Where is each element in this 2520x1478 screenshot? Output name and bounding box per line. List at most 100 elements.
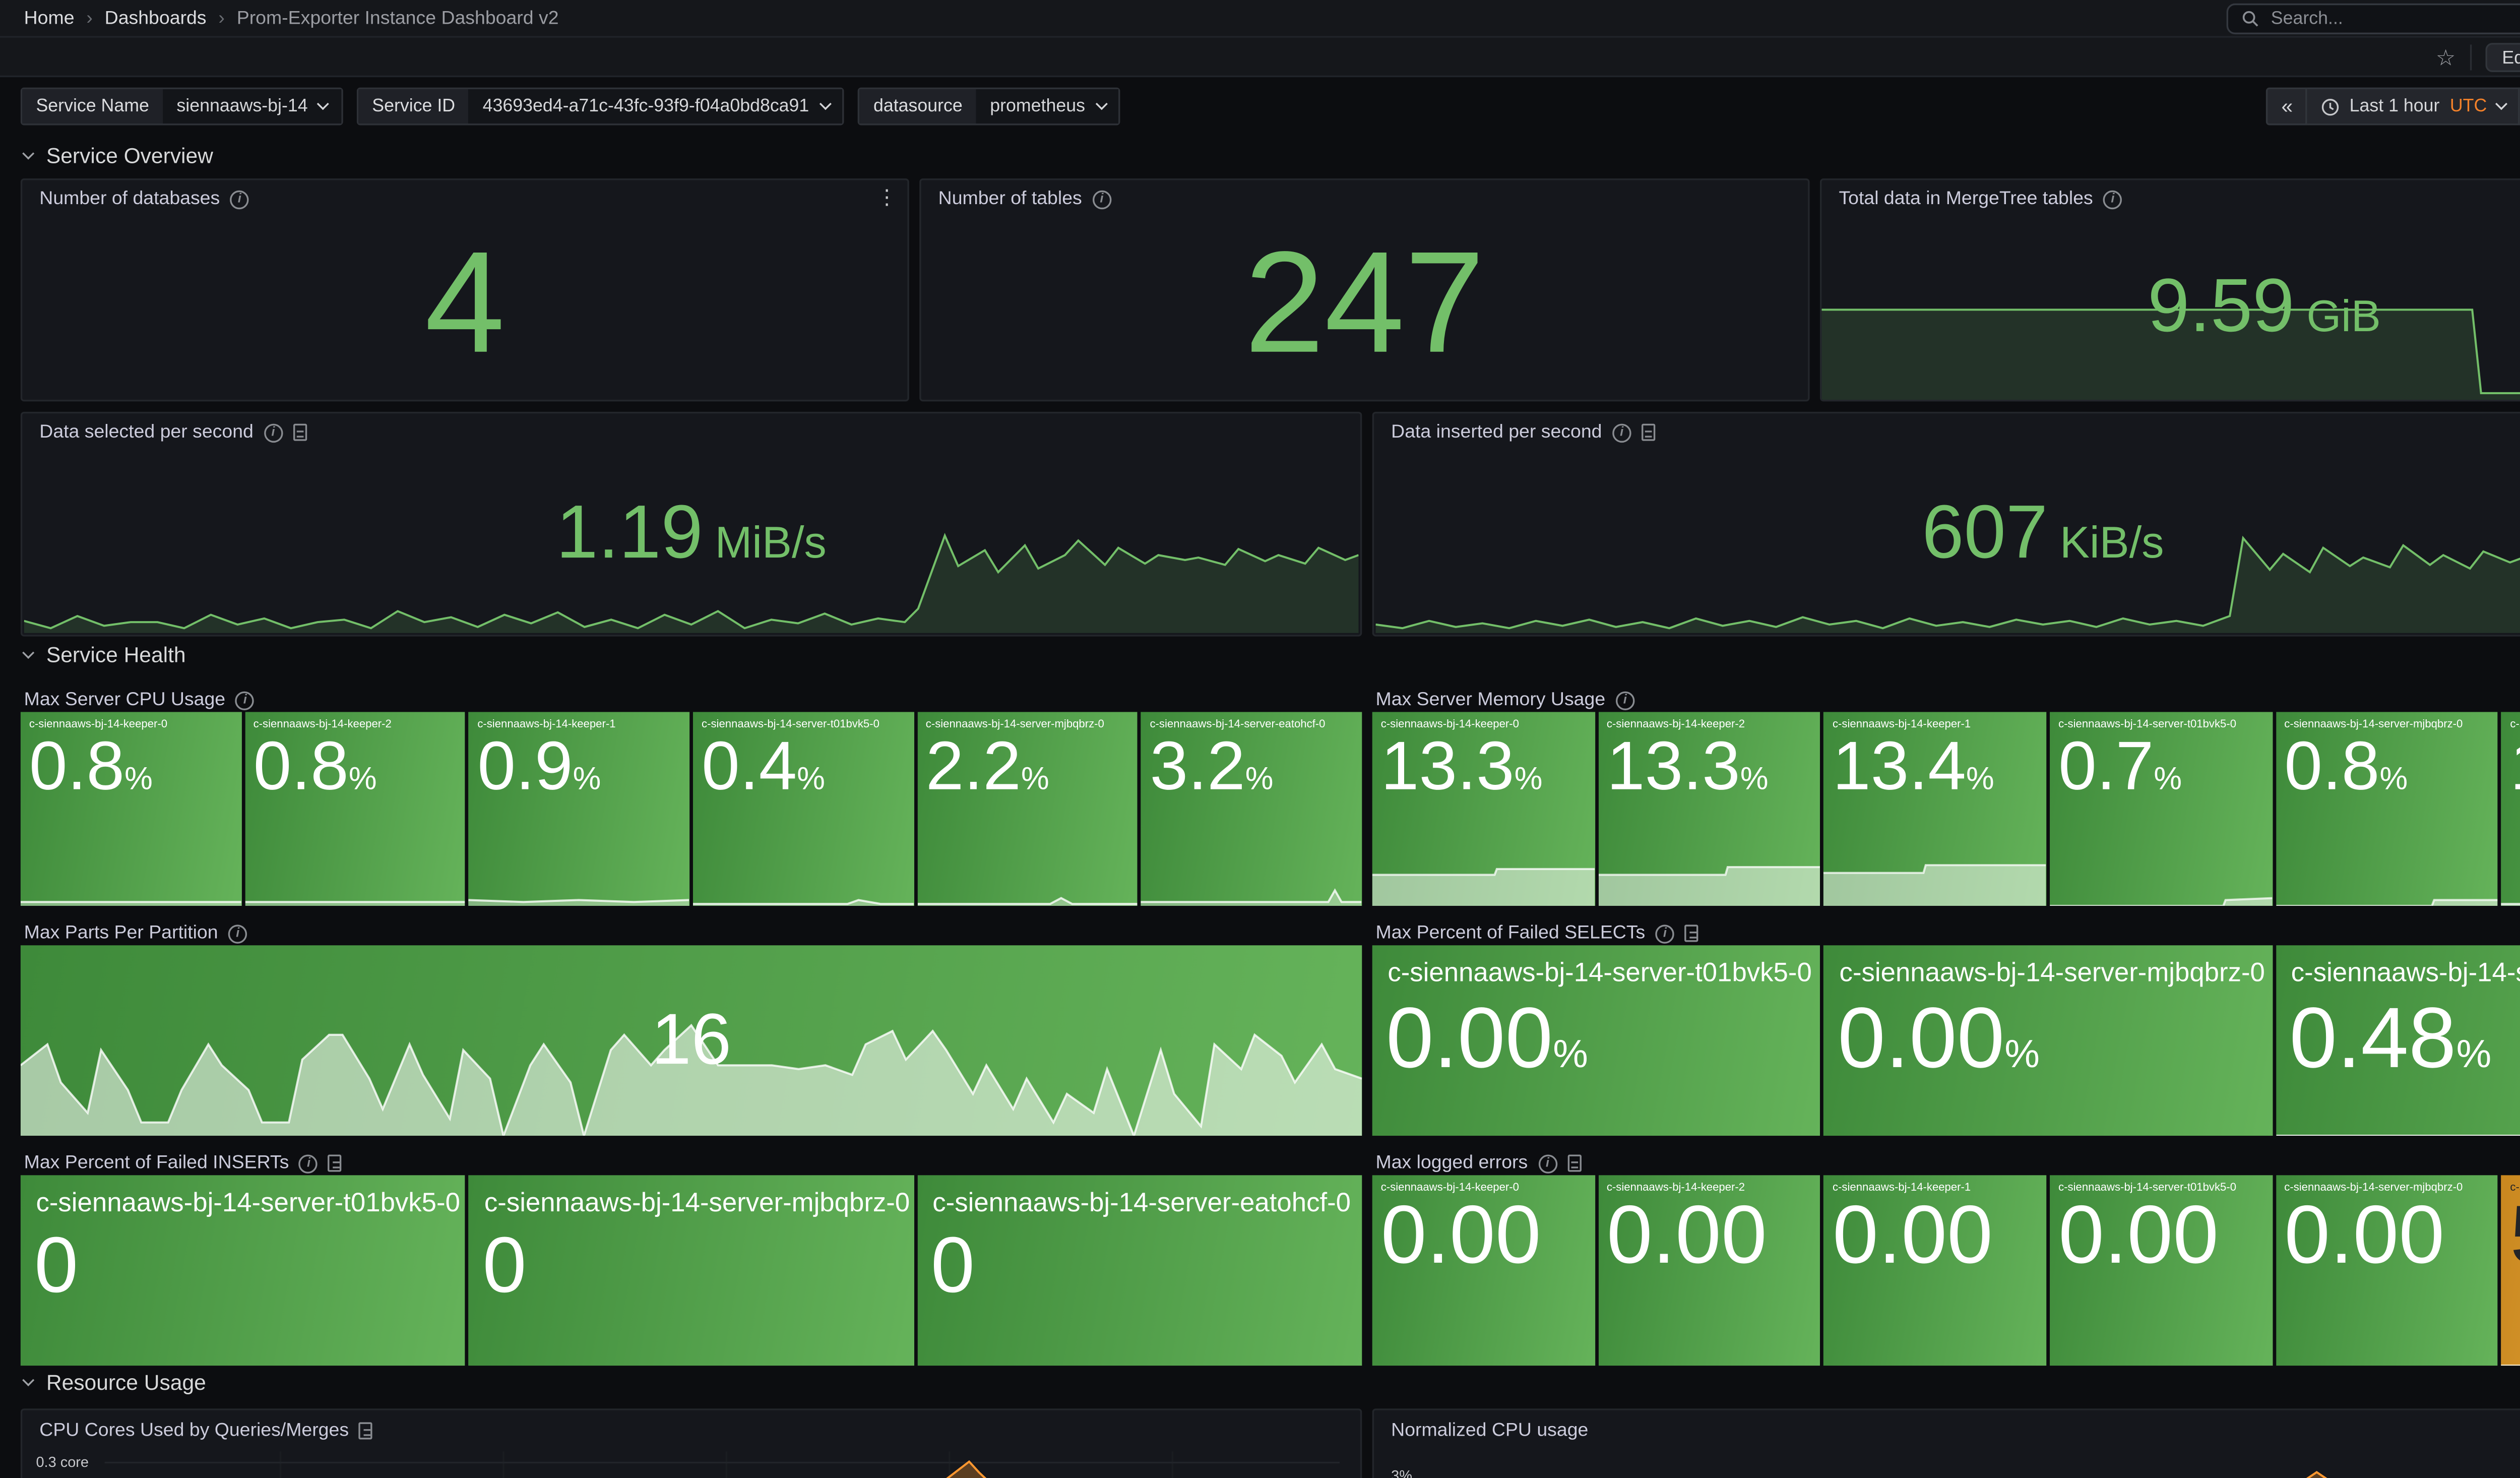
stat-tile: c-siennaaws-bj-14-server-eatohcf-0 0 — [917, 1175, 1362, 1366]
tile-value: 0.4% — [693, 732, 914, 804]
info-icon[interactable]: i — [1655, 923, 1675, 943]
info-icon[interactable]: i — [1615, 690, 1635, 710]
panel-title: Max Server Memory Usage — [1375, 690, 1606, 711]
panel-links-icon[interactable] — [293, 423, 307, 441]
top-nav-bar: Home › Dashboards › Prom-Exporter Instan… — [0, 0, 2520, 38]
variable-value[interactable]: 43693ed4-a71c-43fc-93f9-f04a0bd8ca91 — [469, 89, 843, 124]
panel-title: Max Percent of Failed INSERTs — [24, 1153, 289, 1174]
info-icon[interactable]: i — [230, 190, 249, 209]
panel-links-icon[interactable] — [328, 1154, 342, 1172]
panel-title: Number of databases — [39, 189, 220, 210]
tile-server-name: c-siennaaws-bj-14-keeper-1 — [1833, 719, 1971, 731]
time-controls: « Last 1 hour UTC » Refresh 30s — [2265, 87, 2520, 126]
tile-unit: % — [1553, 1031, 1588, 1076]
panel-header[interactable]: Max logged errors i — [1376, 1153, 1581, 1174]
panel-header[interactable]: Number of tables i — [938, 189, 1111, 209]
time-range-picker[interactable]: Last 1 hour UTC — [2306, 87, 2520, 126]
tile-server-name: c-siennaaws-bj-14-keeper-2 — [253, 719, 392, 731]
panel-header[interactable]: Number of databases i — [39, 189, 249, 209]
tile-number: 5.00 — [2510, 1191, 2520, 1282]
breadcrumb-dashboards[interactable]: Dashboards — [104, 9, 207, 29]
breadcrumb: Home › Dashboards › Prom-Exporter Instan… — [24, 0, 559, 38]
search-icon — [2242, 11, 2258, 27]
panel-header[interactable]: Total data in MergeTree tables i — [1839, 189, 2122, 209]
tile-unit: % — [348, 761, 377, 797]
variable-datasource[interactable]: datasource prometheus — [858, 87, 1120, 126]
variable-value[interactable]: prometheus — [976, 89, 1119, 124]
tile-value: 0.00 — [2276, 1195, 2498, 1281]
panel-links-icon[interactable] — [1641, 423, 1656, 441]
info-icon[interactable]: i — [235, 690, 255, 710]
variable-label: Service Name — [22, 89, 163, 124]
panel-header[interactable]: Data selected per second i — [39, 422, 307, 443]
tile-value: 13.3% — [1598, 732, 1820, 804]
tile-number: 0 — [34, 1220, 79, 1310]
info-icon[interactable]: i — [2103, 190, 2122, 209]
variable-value[interactable]: siennaaws-bj-14 — [163, 89, 342, 124]
variable-value-text: 43693ed4-a71c-43fc-93f9-f04a0bd8ca91 — [482, 96, 809, 117]
stat-tile: c-siennaaws-bj-14-server-t01bvk5-0 0 — [20, 1175, 466, 1366]
time-range-label: Last 1 hour — [2349, 96, 2440, 117]
breadcrumb-home[interactable]: Home — [24, 9, 75, 29]
stat-tile: c-siennaaws-bj-14-keeper-1 0.00 — [1823, 1175, 2047, 1366]
section-service-overview[interactable]: Service Overview — [22, 144, 213, 168]
tile-value: 0.00 — [1372, 1195, 1595, 1281]
favorite-star-icon[interactable]: ☆ — [2435, 44, 2456, 71]
time-shift-back-button[interactable]: « — [2265, 87, 2307, 126]
stat-number: 607 — [1922, 490, 2048, 575]
info-icon[interactable]: i — [299, 1153, 319, 1173]
info-icon[interactable]: i — [264, 422, 283, 442]
panel-links-icon[interactable] — [359, 1422, 373, 1440]
panel-header[interactable]: Data inserted per second i — [1391, 422, 1656, 443]
chevron-down-icon — [22, 646, 35, 659]
edit-button[interactable]: Edit — [2485, 43, 2520, 72]
variable-value-text: prometheus — [990, 96, 1085, 117]
tile-unit: % — [1514, 761, 1543, 797]
tile-unit: % — [2456, 1031, 2492, 1076]
search-input[interactable]: Search... ⌘+k — [2226, 3, 2520, 35]
stat-value: 247 — [1244, 221, 1485, 383]
variable-service-name[interactable]: Service Name siennaaws-bj-14 — [20, 87, 343, 126]
tile-number: 0.00 — [1606, 1191, 1767, 1282]
panel-header[interactable]: Max Percent of Failed INSERTs i — [24, 1153, 342, 1174]
stat-value: 1.19 MiB/s — [22, 495, 1360, 572]
panel-header[interactable]: Max Percent of Failed SELECTs i — [1376, 923, 1698, 944]
tile-value: 1.4% — [2501, 732, 2520, 804]
tile-number: 13.4 — [1833, 729, 1966, 806]
stat-tiles: c-siennaaws-bj-14-keeper-0 0.8% c-sienna… — [20, 712, 1362, 906]
stat-tiles: c-siennaaws-bj-14-keeper-0 13.3% c-sienn… — [1372, 712, 2520, 906]
panel-header[interactable]: CPU Cores Used by Queries/Merges — [39, 1421, 373, 1441]
tile-server-name: c-siennaaws-bj-14-server-mjbqbrz-0 — [2284, 1182, 2463, 1194]
stat-number: 9.59 — [2148, 264, 2295, 348]
tile-server-name: c-siennaaws-bj-14-keeper-2 — [1606, 719, 1745, 731]
gridline — [1171, 1451, 1173, 1478]
panel-max-percent-failed-selects: Max Percent of Failed SELECTs i c-sienna… — [1372, 914, 2520, 1136]
section-resource-usage[interactable]: Resource Usage — [22, 1371, 206, 1395]
timezone-label: UTC — [2449, 96, 2487, 117]
panel-header[interactable]: Max Server CPU Usage i — [24, 690, 255, 710]
info-icon[interactable]: i — [228, 923, 247, 943]
panel-header[interactable]: Max Parts Per Partition i — [24, 923, 247, 944]
tile-unit: % — [1245, 761, 1274, 797]
panel-header[interactable]: Normalized CPU usage — [1391, 1421, 1588, 1441]
panel-max-server-memory-usage: Max Server Memory Usage i c-siennaaws-bj… — [1372, 681, 2520, 906]
tile-server-name: c-siennaaws-bj-14-server-eatohcf-0 — [2510, 1182, 2520, 1194]
tile-number: 0.00 — [2058, 1191, 2219, 1282]
tile-unit: % — [797, 761, 825, 797]
panel-header[interactable]: Max Server Memory Usage i — [1375, 690, 1635, 711]
tile-value: 2.2% — [917, 732, 1138, 804]
info-icon[interactable]: i — [1092, 190, 1111, 209]
panel-max-parts-per-partition: Max Parts Per Partition i 16 — [20, 914, 1362, 1136]
panel-links-icon[interactable] — [1684, 925, 1698, 942]
tile-value: 0.00 — [1824, 1195, 2046, 1281]
panel-max-logged-errors: Max logged errors i c-siennaaws-bj-14-ke… — [1372, 1144, 2520, 1366]
info-icon[interactable]: i — [1538, 1153, 1557, 1173]
variable-service-id[interactable]: Service ID 43693ed4-a71c-43fc-93f9-f04a0… — [356, 87, 845, 126]
panel-links-icon[interactable] — [1567, 1154, 1581, 1172]
panel-title: Max Parts Per Partition — [24, 923, 218, 944]
section-service-health[interactable]: Service Health — [22, 643, 186, 667]
panel-menu-icon[interactable]: ⋮ — [876, 185, 897, 210]
variable-label: datasource — [859, 89, 977, 124]
info-icon[interactable]: i — [1612, 422, 1631, 442]
